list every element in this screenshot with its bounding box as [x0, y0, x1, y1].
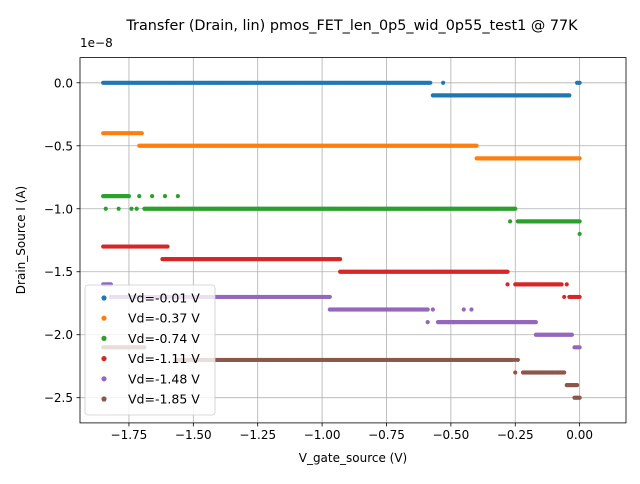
data-point [577, 345, 582, 350]
data-point [175, 194, 180, 199]
plot-frame [79, 57, 627, 424]
data-point [505, 282, 510, 287]
x-tick-label: −1.25 [239, 428, 276, 442]
chart-title: Transfer (Drain, lin) pmos_FET_len_0p5_w… [125, 18, 578, 34]
data-point [126, 194, 132, 199]
y-tick-label: −2.5 [44, 391, 73, 405]
data-point [569, 332, 575, 337]
data-point [574, 383, 580, 388]
legend-box [84, 284, 216, 416]
data-point [150, 194, 155, 199]
data-point [137, 194, 142, 199]
x-tick-label: −1.00 [304, 428, 341, 442]
y-axis-multiplier: 1e−8 [80, 36, 113, 50]
data-point [425, 307, 430, 312]
y-tick-label: −2.0 [44, 328, 73, 342]
data-point [165, 244, 170, 249]
data-point [513, 370, 518, 375]
data-point [451, 320, 456, 325]
legend-marker [101, 376, 107, 382]
legend-label: Vd=-0.01 V [128, 291, 200, 306]
data-point [515, 357, 520, 363]
data-point [425, 320, 430, 325]
data-point [559, 282, 564, 287]
y-tick-label: −1.5 [44, 265, 73, 279]
legend: Vd=-0.01 V Vd=-0.37 V Vd=-0.74 V Vd=-1.11 V… [84, 284, 216, 416]
legend-marker [101, 335, 107, 341]
legend-label: Vd=-1.11 V [128, 351, 200, 366]
data-point [577, 156, 582, 161]
y-tick-label: −1.0 [44, 202, 73, 216]
series-3 [101, 194, 582, 237]
x-tick-label: −0.75 [368, 428, 405, 442]
x-tick-label: −0.50 [432, 428, 469, 442]
series-2 [101, 131, 582, 161]
data-point [338, 257, 343, 262]
data-point [513, 206, 518, 211]
data-point [577, 294, 582, 300]
data-point [577, 219, 582, 224]
data-point [567, 93, 572, 98]
data-point [461, 307, 466, 312]
data-point [564, 282, 569, 287]
legend-marker [101, 396, 107, 402]
y-tick-label: −0.5 [44, 139, 73, 153]
x-axis-label: V_gate_source (V) [299, 451, 408, 465]
x-tick-label: −0.25 [497, 428, 534, 442]
legend-label: Vd=-1.48 V [128, 371, 200, 386]
data-point [134, 206, 139, 211]
x-tick-label: −1.50 [175, 428, 212, 442]
x-axis: −1.75 −1.50 −1.25 −1.00 −0.75 −0.50 −0.25 0.00 [111, 422, 593, 442]
data-point [469, 307, 474, 312]
legend-marker [101, 356, 107, 362]
y-axis-label: Drain_Source I (A) [14, 186, 28, 294]
legend-marker [101, 315, 107, 321]
data-point [162, 194, 168, 199]
data-point [562, 294, 567, 300]
data-point [577, 80, 582, 85]
data-point [116, 206, 121, 211]
x-tick-label: −1.75 [111, 428, 148, 442]
data-point [446, 320, 451, 325]
data-point [103, 206, 108, 211]
data-point [129, 206, 134, 211]
y-tick-label: 0.0 [54, 76, 73, 90]
data-point [508, 219, 513, 224]
series-1 [101, 80, 582, 98]
data-point [139, 131, 144, 136]
data-point [533, 320, 538, 325]
data-point [505, 269, 510, 274]
data-point [441, 80, 446, 85]
legend-marker [101, 295, 107, 301]
series-4 [101, 244, 582, 300]
legend-label: Vd=-0.37 V [128, 311, 200, 326]
data-point [428, 80, 433, 85]
data-point [327, 294, 332, 300]
data-point [474, 143, 479, 148]
data-point [430, 307, 435, 312]
x-tick-label: 0.00 [566, 428, 593, 442]
y-axis: 0.0 −0.5 −1.0 −1.5 −2.0 −2.5 [44, 76, 80, 405]
data-point [577, 395, 582, 400]
legend-label: Vd=-0.74 V [128, 331, 200, 346]
legend-label: Vd=-1.85 V [128, 392, 200, 407]
data-point [562, 370, 567, 375]
data-point [577, 231, 582, 237]
data-layer [101, 80, 582, 400]
